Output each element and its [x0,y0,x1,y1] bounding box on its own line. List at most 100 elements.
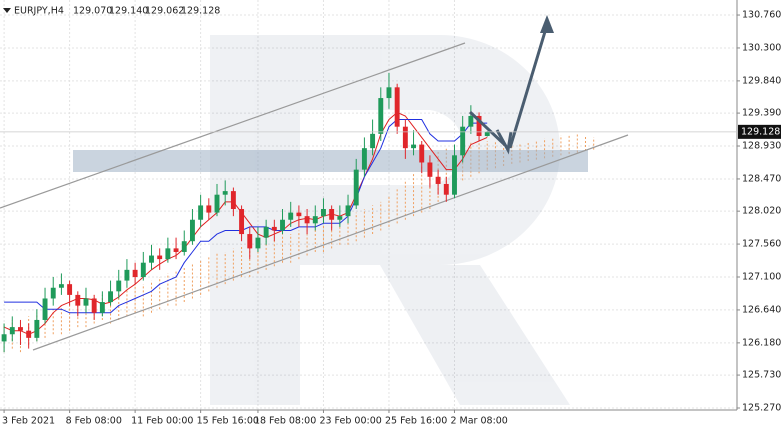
x-tick-label: 15 Feb 16:00 [197,416,259,427]
y-tick-label: 130.760 [742,10,781,21]
candle-body [460,126,466,156]
candle-body [402,126,408,149]
candle-body [140,262,146,278]
candle-body [132,269,138,278]
candle-body [288,212,294,220]
y-tick-label: 126.180 [742,337,781,348]
candle-body [296,212,302,217]
candle-body [108,291,114,303]
candle-body [452,155,457,195]
candle-body [435,176,441,184]
high-value: 129.140 [109,6,148,17]
y-tick-label: 127.560 [742,239,781,250]
candle-body [255,237,261,249]
candle-body [26,330,32,338]
x-tick-label: 23 Feb 00:00 [319,416,381,427]
candle-body [280,219,285,231]
candle-body [58,284,64,288]
candle-body [1,334,7,342]
candle-body [419,144,425,163]
open-value: 129.070 [73,6,112,17]
candle-body [157,255,163,260]
y-tick-label: 125.730 [742,370,781,381]
candle-body [34,319,40,338]
candle-body [67,284,73,295]
candle-body [443,183,449,195]
candle-body [263,226,269,238]
candle-body [222,191,228,195]
candle-body [304,216,310,224]
forecast-arrow [468,15,554,155]
watermark-stem [210,35,300,405]
candle-body [214,194,220,213]
candle-body [149,255,154,263]
y-tick-label: 126.640 [742,304,781,315]
candle-body [370,133,376,149]
y-tick-label: 128.930 [742,141,781,152]
watermark [210,35,570,405]
x-tick-label: 11 Feb 00:00 [131,416,193,427]
candles [1,73,490,353]
channel-lower [32,134,629,351]
candle-body [116,280,122,292]
y-tick-label: 127.100 [742,272,781,283]
candle-body [173,248,179,252]
candle-body [361,148,367,170]
candle-body [75,294,81,306]
last-price-box [738,124,781,139]
x-tick-label: 18 Feb 08:00 [254,416,316,427]
candle-body [247,234,253,249]
candle-body [353,169,359,206]
watermark-bowl [300,35,560,265]
cloud [3,133,595,353]
candle-body [386,87,392,99]
candle-body [181,241,187,252]
candle-body [329,209,335,220]
y-tick-label: 129.840 [742,75,781,86]
arrow-up-head [540,15,554,33]
x-tick-label: 2 Mar 08:00 [450,416,507,427]
candle-body [42,298,48,320]
candle-body [312,216,318,224]
candle-body [165,248,171,260]
indicator-line [4,119,488,314]
candle-body [239,209,245,235]
candle-body [124,269,130,281]
y-tick-label: 128.470 [742,173,781,184]
axes: 130.760 130.300 129.840 129.390 128.930 128.4… [0,10,781,427]
candle-body [206,205,212,213]
low-value: 129.062 [145,6,184,17]
candle-body [476,115,482,136]
candle-body [427,162,433,177]
candle-body [9,327,15,335]
y-tick-label: 125.270 [742,402,781,413]
menu-triangle[interactable] [3,8,11,13]
watermark-leg [380,265,570,405]
arrow-down [468,110,507,147]
y-tick-label: 130.300 [742,42,781,53]
candle-body [50,287,56,299]
candle-body [271,226,277,231]
candle-body [468,115,474,127]
candle-body [411,144,416,149]
close-value: 129.128 [181,6,220,17]
candle-body [18,327,23,331]
last-price-label: 129.128 [741,126,780,137]
y-tick-label: 129.390 [742,108,781,119]
candle-body [321,209,326,217]
candle-body [337,216,343,220]
candle-body [378,98,384,134]
candle-body [345,205,351,217]
symbol: EURJPY,H4 [14,6,64,17]
channel-upper [0,42,466,209]
x-tick-label: 3 Feb 2021 [2,416,55,427]
candle-body [484,131,490,136]
x-tick-label: 8 Feb 08:00 [66,416,122,427]
x-tick-label: 25 Feb 16:00 [385,416,447,427]
arrow-up [508,24,549,149]
candle-body [99,302,105,313]
candle-body [230,191,236,210]
resistance-zone [73,150,588,172]
